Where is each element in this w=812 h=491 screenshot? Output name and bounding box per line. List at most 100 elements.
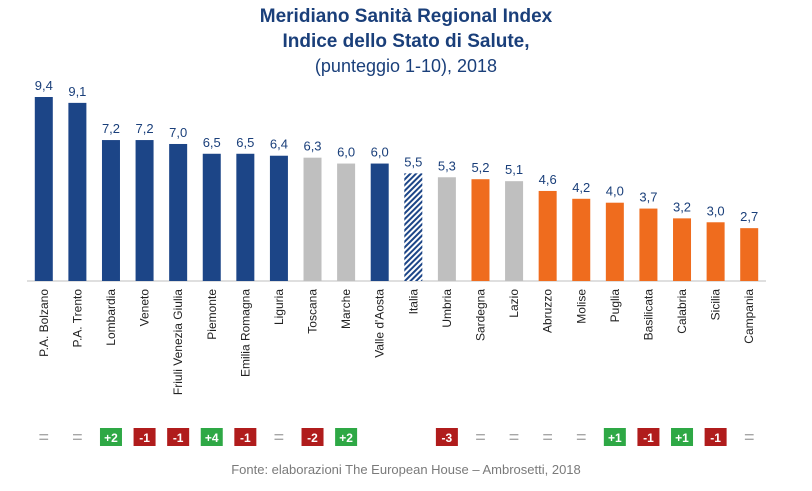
rank-change-down-badge xyxy=(435,428,458,446)
category-label: Lazio xyxy=(507,289,521,318)
bar-basilicata xyxy=(639,208,658,281)
category-label: Puglia xyxy=(608,289,622,323)
category-label: Valle d'Aosta xyxy=(373,289,387,358)
value-label: 6,4 xyxy=(270,137,288,152)
rank-change-label: +2 xyxy=(104,431,118,445)
bar-veneto xyxy=(135,140,154,281)
value-label: 6,5 xyxy=(236,135,254,150)
category-label: Sicilia xyxy=(709,289,723,321)
rank-change-equal: = xyxy=(744,427,755,447)
value-label: 4,2 xyxy=(572,180,590,195)
chart-title: Meridiano Sanità Regional Index xyxy=(259,6,553,27)
bar-abruzzo xyxy=(538,190,557,281)
value-label: 9,1 xyxy=(68,84,86,99)
bar-sicilia xyxy=(706,222,725,281)
rank-change-down-badge xyxy=(637,428,660,446)
value-label: 4,0 xyxy=(606,184,624,199)
rank-change-down-badge xyxy=(167,428,190,446)
value-label: 3,2 xyxy=(673,199,691,214)
bar-piemonte xyxy=(202,153,221,281)
category-label: Italia xyxy=(406,289,420,315)
category-label: P.A. Bolzano xyxy=(37,289,51,357)
bar-toscana xyxy=(303,157,322,281)
category-label: Basilicata xyxy=(641,289,655,341)
category-label: Emilia Romagna xyxy=(238,289,252,377)
value-label: 3,7 xyxy=(639,190,657,205)
bar-lombardia xyxy=(101,140,120,281)
value-label: 7,0 xyxy=(169,125,187,140)
bar-campania xyxy=(740,228,759,281)
value-label: 7,2 xyxy=(102,121,120,136)
chart-subtitle-units: (punteggio 1-10), 2018 xyxy=(314,56,498,76)
value-label: 4,6 xyxy=(539,172,557,187)
value-label: 7,2 xyxy=(136,121,154,136)
category-label: Piemonte xyxy=(205,289,219,340)
value-label: 9,4 xyxy=(35,78,53,93)
rank-change-up-badge xyxy=(603,428,626,446)
value-label: 6,3 xyxy=(303,139,321,154)
rank-change-equal: = xyxy=(509,427,520,447)
value-label: 5,1 xyxy=(505,162,523,177)
category-label: Toscana xyxy=(306,289,320,334)
rank-change-equal: = xyxy=(39,427,50,447)
rank-change-equal: = xyxy=(542,427,553,447)
source-note: Fonte: elaborazioni The European House –… xyxy=(231,462,581,477)
rank-change-equal: = xyxy=(475,427,486,447)
value-label: 2,7 xyxy=(740,209,758,224)
bar-marche xyxy=(337,163,356,281)
category-label: Marche xyxy=(339,289,353,329)
rank-change-equal: = xyxy=(576,427,587,447)
rank-change-label: -3 xyxy=(442,431,453,445)
value-label: 6,0 xyxy=(337,145,355,160)
rank-change-down-badge xyxy=(704,428,727,446)
rank-change-label: +1 xyxy=(675,431,689,445)
value-label: 6,5 xyxy=(203,135,221,150)
bar-puglia xyxy=(605,202,624,281)
value-label: 5,5 xyxy=(404,154,422,169)
category-label: Abruzzo xyxy=(541,289,555,333)
bar-italia xyxy=(404,173,423,281)
category-label: Umbria xyxy=(440,289,454,328)
category-label: Campania xyxy=(742,289,756,344)
category-label: Friuli Venezia Giulia xyxy=(171,289,185,395)
bar-sardegna xyxy=(471,179,490,281)
value-label: 3,0 xyxy=(707,203,725,218)
rank-change-label: +4 xyxy=(205,431,219,445)
value-label: 5,3 xyxy=(438,158,456,173)
rank-change-equal: = xyxy=(72,427,83,447)
rank-change-up-badge xyxy=(99,428,122,446)
bar-p-a-trento xyxy=(68,102,87,281)
rank-change-down-badge xyxy=(234,428,257,446)
rank-change-label: +2 xyxy=(339,431,353,445)
category-label: Molise xyxy=(574,289,588,324)
bar-friuli-venezia-giulia xyxy=(169,143,188,281)
rank-change-label: -1 xyxy=(139,431,150,445)
rank-change-label: +1 xyxy=(608,431,622,445)
bar-calabria xyxy=(673,218,692,281)
rank-change-label: -1 xyxy=(173,431,184,445)
bar-liguria xyxy=(269,155,288,281)
rank-change-label: -1 xyxy=(710,431,721,445)
rank-change-up-badge xyxy=(200,428,223,446)
rank-change-down-badge xyxy=(301,428,324,446)
rank-change-equal: = xyxy=(274,427,285,447)
value-label: 6,0 xyxy=(371,145,389,160)
bar-emilia-romagna xyxy=(236,153,255,281)
bar-valle-d-aosta xyxy=(370,163,389,281)
category-label: Liguria xyxy=(272,289,286,325)
value-label: 5,2 xyxy=(471,160,489,175)
bar-umbria xyxy=(437,177,456,281)
rank-change-label: -2 xyxy=(307,431,318,445)
category-label: Sardegna xyxy=(473,289,487,341)
rank-change-label: -1 xyxy=(643,431,654,445)
rank-change-up-badge xyxy=(335,428,358,446)
bar-p-a-bolzano xyxy=(34,97,53,281)
category-label: Lombardia xyxy=(104,289,118,346)
bar-lazio xyxy=(505,181,524,281)
rank-change-up-badge xyxy=(671,428,694,446)
rank-change-label: -1 xyxy=(240,431,251,445)
category-label: P.A. Trento xyxy=(70,289,84,348)
category-label: Veneto xyxy=(138,289,152,327)
rank-change-down-badge xyxy=(133,428,156,446)
